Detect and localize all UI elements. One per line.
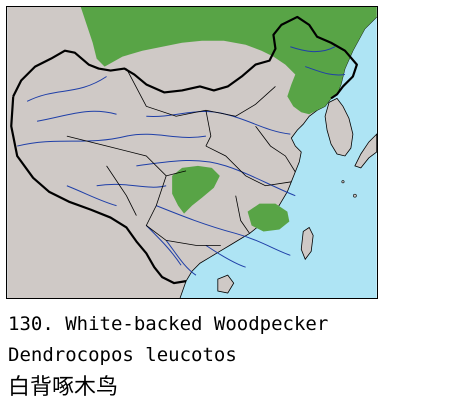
map-svg: [7, 7, 377, 298]
river: [17, 133, 206, 147]
scientific-name: Dendrocopos leucotos: [8, 344, 237, 366]
island: [341, 180, 345, 184]
river: [36, 110, 117, 122]
taiwan: [300, 226, 314, 261]
japan-fragment: [354, 133, 377, 169]
river: [205, 244, 246, 268]
korean-peninsula: [324, 97, 354, 157]
river: [305, 66, 346, 76]
hainan: [217, 274, 235, 294]
range-map: [6, 6, 378, 299]
river: [145, 225, 182, 266]
national-border: [10, 96, 187, 285]
river: [290, 46, 336, 53]
province-border: [205, 145, 292, 187]
province-border: [145, 175, 221, 246]
range-central-sichuan-hubei: [172, 165, 220, 214]
province-border: [235, 195, 250, 234]
figure-caption-line-1: 130. White-backed Woodpecker: [8, 315, 328, 334]
island: [353, 193, 357, 198]
range-northeast-and-mongolia: [80, 7, 377, 115]
range-southeast-jiangxi-fujian: [247, 203, 290, 232]
province-border: [106, 165, 137, 216]
province-border: [255, 125, 296, 173]
province-borders: [66, 68, 296, 246]
common-name: White-backed Woodpecker: [65, 313, 329, 335]
chinese-name: 白背啄木鸟: [8, 375, 119, 400]
province-border: [205, 110, 212, 147]
river: [165, 240, 197, 276]
river: [66, 185, 117, 207]
river: [156, 205, 291, 256]
figure-number: 130.: [8, 313, 54, 335]
province-border: [66, 135, 187, 177]
mainland: [7, 7, 377, 298]
river: [136, 159, 296, 197]
national-border: [12, 15, 358, 100]
river: [96, 183, 167, 188]
river: [26, 76, 107, 102]
